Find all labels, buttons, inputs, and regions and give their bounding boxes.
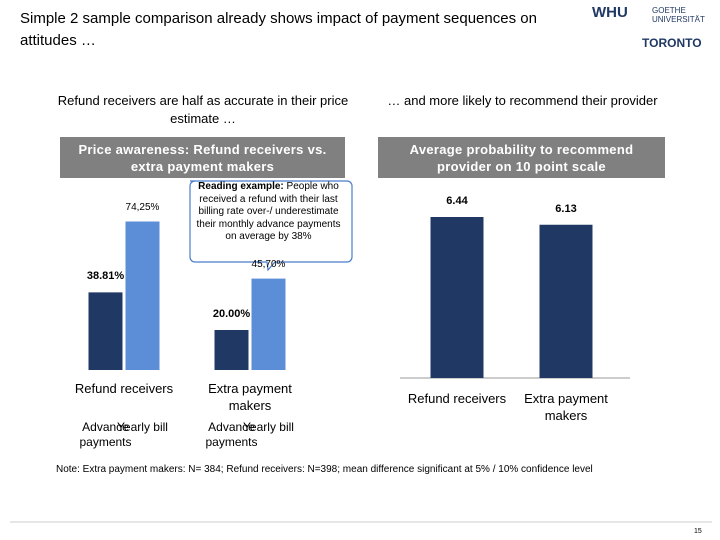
chart-title: Price awareness: Refund receivers vs. ex… [78,142,327,174]
section-heading: Refund receivers are half as accurate in… [57,93,349,126]
series-label: Advance payments [205,420,258,449]
bar [539,224,593,378]
annotation-box [189,180,353,272]
series-label: Yearly bill [243,420,294,434]
series-label: Yearly bill [117,420,168,434]
series-label: Advance payments [79,420,132,449]
data-label: 45,70% [251,258,286,270]
bar [88,292,123,370]
bar [125,221,160,370]
heading-bar [60,137,345,178]
x-tick-label: Extra payment makers [208,381,292,413]
bar [430,217,484,378]
page-number: 15 [694,528,702,535]
logo: GOETHE UNIVERSITÄT [652,6,705,24]
data-label: 20.00% [212,308,251,320]
note: Note: Extra payment makers: N= 384; Refu… [56,464,593,475]
data-label: 6.44 [446,195,468,207]
section-heading: … and more likely to recommend their pro… [387,93,658,108]
bar [251,278,286,370]
data-label: 38.81% [86,270,125,283]
data-label: 74,25% [125,201,160,213]
bar [214,330,249,370]
logo: WHU [592,4,628,21]
annotation: Reading example: People who received a r… [192,181,345,244]
logo: TORONTO [642,36,702,50]
data-label: 6.13 [555,202,577,215]
x-tick-label: Extra payment makers [524,391,608,423]
annotation-label: Reading example: [198,181,284,192]
annotation-text: People who received a refund with their … [196,181,341,242]
heading-bar [378,137,665,178]
chart-title: Average probability to recommend provide… [409,142,634,174]
slide-title: Simple 2 sample comparison already shows… [20,10,537,49]
x-tick-label: Refund receivers [407,391,507,406]
x-tick-label: Refund receivers [74,381,174,396]
